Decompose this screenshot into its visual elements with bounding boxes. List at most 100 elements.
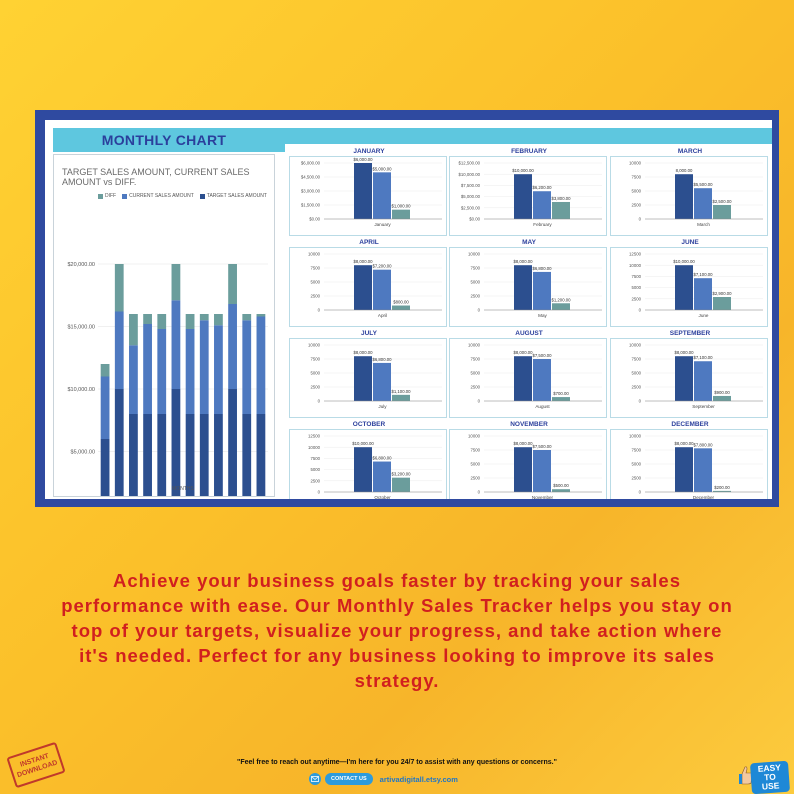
bar-current[interactable] <box>373 172 391 219</box>
bar-target[interactable] <box>675 174 693 219</box>
bar-current[interactable] <box>114 311 124 390</box>
y-tick-label: 12500 <box>308 434 321 439</box>
bar-diff[interactable] <box>713 205 731 219</box>
month-chart-may[interactable]: MAY 0 2500 5000 7500 10000 $8,000.00 $6,800.00 $… <box>449 239 607 327</box>
y-tick-label: $6,000.00 <box>301 161 321 166</box>
bar-target[interactable] <box>143 414 152 496</box>
y-tick-label: 5000 <box>631 371 641 376</box>
summary-chart-card[interactable]: TARGET SALES AMOUNT, CURRENT SALES AMOUN… <box>53 154 275 497</box>
bar-diff[interactable] <box>129 314 138 346</box>
mail-icon[interactable] <box>309 773 321 785</box>
bar-diff[interactable] <box>199 314 209 321</box>
bar-current[interactable] <box>373 269 391 310</box>
month-chart-svg: 0 2500 5000 7500 10000 $8,000.00 $6,800.00 $1,2… <box>468 252 602 318</box>
bar-target[interactable] <box>675 265 693 310</box>
month-chart-title: OCTOBER <box>352 421 386 428</box>
bar-current[interactable] <box>185 329 195 414</box>
data-label: 8,000.00 <box>676 168 693 173</box>
contact-row: CONTACT US artivadigitall.etsy.com <box>309 773 458 785</box>
bar-current[interactable] <box>171 300 181 389</box>
bar-current[interactable] <box>214 325 223 414</box>
bar-current[interactable] <box>533 271 551 310</box>
bar-current[interactable] <box>228 304 237 389</box>
bar-target[interactable] <box>129 414 138 496</box>
shop-link[interactable]: artivadigitall.etsy.com <box>379 774 458 784</box>
bar-target[interactable] <box>114 389 124 496</box>
y-tick-label: $5,000.00 <box>461 194 481 199</box>
month-chart-december[interactable]: DECEMBER 0 2500 5000 7500 10000 $8,000.00 $7,80… <box>610 421 768 499</box>
bar-target[interactable] <box>514 447 532 492</box>
bar-target[interactable] <box>514 174 532 219</box>
bar-target[interactable] <box>214 414 223 496</box>
bar-diff[interactable] <box>392 209 410 219</box>
page-title: MONTHLY CHART <box>53 128 275 152</box>
bar-target[interactable] <box>171 389 181 496</box>
bar-diff[interactable] <box>552 303 570 310</box>
bar-current[interactable] <box>199 320 209 414</box>
bar-diff[interactable] <box>185 314 195 329</box>
bar-diff[interactable] <box>114 264 124 312</box>
y-tick-label: 2500 <box>631 203 641 208</box>
bar-current[interactable] <box>694 448 712 492</box>
month-chart-june[interactable]: JUNE 0 2500 5000 7500 10000 12500 $10,000.00 $7,… <box>610 239 768 327</box>
month-chart-september[interactable]: SEPTEMBER 0 2500 5000 7500 10000 $8,000.00 $7,1… <box>610 330 768 418</box>
bar-diff[interactable] <box>713 395 731 401</box>
month-chart-february[interactable]: FEBRUARY $0.00 $2,500.00 $5,000.00 $7,500.00… <box>449 148 607 236</box>
bar-current[interactable] <box>533 450 551 492</box>
bar-diff[interactable] <box>256 314 266 317</box>
contact-us-button[interactable]: CONTACT US <box>325 773 373 785</box>
bar-diff[interactable] <box>214 314 223 326</box>
bar-target[interactable] <box>675 447 693 492</box>
month-chart-january[interactable]: JANUARY $0.00 $1,500.00 $3,000.00 $4,500.00 $… <box>289 148 447 236</box>
bar-diff[interactable] <box>392 305 410 310</box>
bar-diff[interactable] <box>552 489 570 492</box>
bar-target[interactable] <box>354 356 372 401</box>
bar-current[interactable] <box>533 359 551 401</box>
month-chart-march[interactable]: MARCH 0 2500 5000 7500 10000 8,000.00 $5,500.00… <box>610 148 768 236</box>
bar-target[interactable] <box>242 414 252 496</box>
bar-diff[interactable] <box>713 297 731 310</box>
bar-diff[interactable] <box>228 264 237 304</box>
bar-diff[interactable] <box>392 394 410 401</box>
bar-diff[interactable] <box>552 201 570 219</box>
bar-target[interactable] <box>354 163 372 219</box>
bar-current[interactable] <box>694 188 712 219</box>
bar-target[interactable] <box>675 356 693 401</box>
bar-diff[interactable] <box>552 397 570 401</box>
month-chart-july[interactable]: JULY 0 2500 5000 7500 10000 $8,000.00 $6,800.00… <box>289 330 447 418</box>
bar-diff[interactable] <box>171 264 181 301</box>
bar-current[interactable] <box>694 361 712 401</box>
bar-target[interactable] <box>514 356 532 401</box>
bar-current[interactable] <box>157 329 167 414</box>
bar-current[interactable] <box>242 320 252 414</box>
month-chart-august[interactable]: AUGUST 0 2500 5000 7500 10000 $8,000.00 $7,500.… <box>449 330 607 418</box>
bar-target[interactable] <box>185 414 195 496</box>
bar-current[interactable] <box>373 461 391 492</box>
bar-diff[interactable] <box>157 314 167 329</box>
bar-target[interactable] <box>100 439 110 496</box>
bar-target[interactable] <box>256 414 266 496</box>
bar-diff[interactable] <box>392 477 410 492</box>
bar-target[interactable] <box>228 389 237 496</box>
bar-current[interactable] <box>143 324 152 414</box>
bar-current[interactable] <box>533 191 551 219</box>
month-chart-april[interactable]: APRIL 0 2500 5000 7500 10000 $8,000.00 $7,200.0… <box>289 239 447 327</box>
bar-current[interactable] <box>256 316 266 415</box>
bar-current[interactable] <box>694 278 712 310</box>
bar-target[interactable] <box>514 265 532 310</box>
bar-target[interactable] <box>354 265 372 310</box>
bar-current[interactable] <box>129 345 138 414</box>
bar-current[interactable] <box>373 362 391 401</box>
bar-diff[interactable] <box>242 314 252 321</box>
bar-target[interactable] <box>199 414 209 496</box>
bar-target[interactable] <box>157 414 167 496</box>
month-chart-november[interactable]: NOVEMBER 0 2500 5000 7500 10000 $8,000.00 $7,50… <box>449 421 607 499</box>
bar-diff[interactable] <box>143 314 152 324</box>
bar-diff[interactable] <box>713 490 731 492</box>
bar-current[interactable] <box>100 376 110 440</box>
month-chart-october[interactable]: OCTOBER 0 2500 5000 7500 10000 12500 $10,000.00… <box>289 421 447 499</box>
y-tick-label: $10,000.00 <box>458 172 480 177</box>
bar-target[interactable] <box>354 447 372 492</box>
x-tick-label: August <box>535 404 550 409</box>
bar-diff[interactable] <box>100 364 110 377</box>
